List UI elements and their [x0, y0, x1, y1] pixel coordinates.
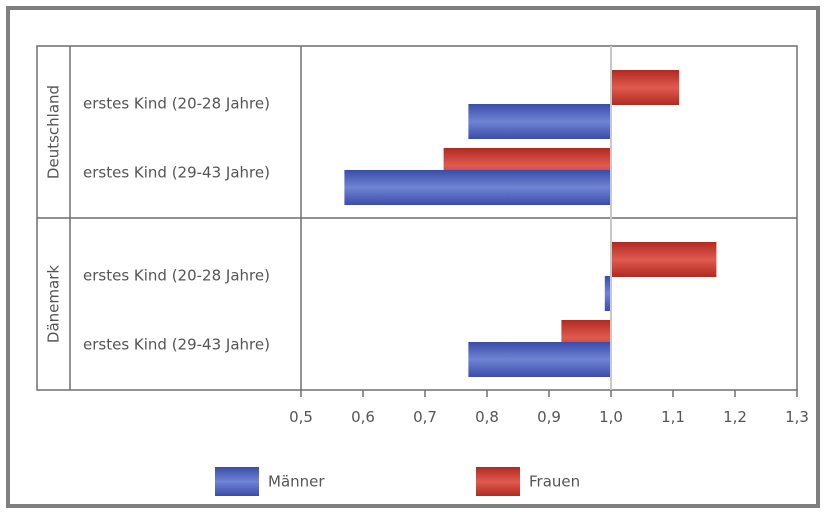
x-axis: 0,5 0,6 0,7 0,8 0,9 1,0 1,1 1,2 1,3: [289, 390, 809, 426]
category-label: erstes Kind (20-28 Jahre): [83, 95, 270, 113]
bar-frauen: [611, 70, 680, 105]
x-tick-label: 1,3: [785, 408, 809, 426]
x-tick-label: 1,0: [599, 408, 623, 426]
legend: Männer Frauen: [215, 467, 580, 496]
bar-maenner: [468, 104, 611, 139]
bars: [344, 46, 717, 390]
category-label: erstes Kind (29-43 Jahre): [83, 336, 270, 354]
legend-swatch: [476, 467, 520, 496]
bar-maenner: [604, 276, 611, 311]
bar-maenner: [344, 170, 611, 205]
labels: Deutschland erstes Kind (20-28 Jahre) erst…: [45, 85, 270, 354]
bar-maenner: [468, 342, 611, 377]
legend-swatch: [215, 467, 259, 496]
category-label: erstes Kind (29-43 Jahre): [83, 164, 270, 182]
legend-label: Frauen: [529, 473, 580, 491]
x-tick-label: 0,5: [289, 408, 313, 426]
group-label: Deutschland: [45, 85, 63, 179]
category-label: erstes Kind (20-28 Jahre): [83, 267, 270, 285]
x-tick-label: 1,2: [723, 408, 747, 426]
group-label: Dänemark: [45, 265, 63, 343]
x-tick-label: 1,1: [661, 408, 685, 426]
x-tick-label: 0,7: [413, 408, 437, 426]
x-tick-label: 0,9: [537, 408, 561, 426]
legend-label: Männer: [268, 473, 325, 491]
bar-frauen: [611, 242, 717, 277]
x-tick-label: 0,6: [351, 408, 375, 426]
x-tick-label: 0,8: [475, 408, 499, 426]
